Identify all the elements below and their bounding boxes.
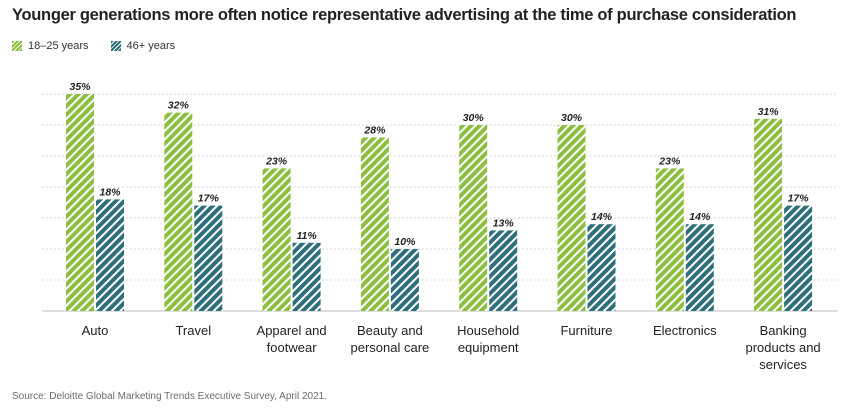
bar — [489, 230, 518, 311]
bar — [164, 112, 193, 311]
data-label: 30% — [463, 112, 485, 124]
bar — [587, 224, 616, 311]
category-label-line: footwear — [267, 340, 318, 355]
bar — [557, 125, 586, 311]
data-label: 23% — [658, 155, 681, 167]
category-label-line: Auto — [82, 323, 109, 338]
bar — [685, 224, 714, 311]
bar — [194, 205, 223, 311]
category-label-line: Electronics — [653, 323, 717, 338]
bar — [459, 125, 488, 311]
data-label: 23% — [265, 155, 288, 167]
bar — [360, 137, 389, 311]
category-label-line: Travel — [175, 323, 211, 338]
category-label-line: Apparel and — [257, 323, 327, 338]
category-label-line: products and — [746, 340, 821, 355]
legend-label-46-plus: 46+ years — [126, 40, 176, 52]
bar — [655, 168, 684, 311]
category-label-line: equipment — [458, 340, 519, 355]
source-note: Source: Deloitte Global Marketing Trends… — [12, 391, 327, 402]
category-label-line: Household — [457, 323, 519, 338]
gridlines — [42, 93, 838, 312]
category-label: Electronics — [653, 323, 717, 338]
legend-item-18-25: 18–25 years — [12, 40, 89, 52]
data-label: 17% — [788, 193, 810, 205]
data-label: 18% — [99, 186, 121, 198]
bar — [66, 94, 94, 311]
data-label: 32% — [168, 100, 190, 112]
bar-chart: 35% 18% 32% 17% 23% 11% 28% 10% 30% 13% 30% 14% 23% 1… — [42, 81, 838, 372]
category-labels: Auto Travel Apparel and footwear Beauty and p… — [82, 323, 821, 372]
data-label: 17% — [198, 193, 220, 205]
category-label-line: services — [759, 357, 807, 372]
bar — [96, 199, 124, 311]
category-label-line: Beauty and — [357, 323, 423, 338]
data-label: 10% — [394, 236, 416, 248]
legend-item-46-plus: 46+ years — [110, 40, 176, 52]
data-label: 14% — [591, 211, 613, 223]
category-label: Banking products and services — [746, 323, 821, 372]
data-labels: 35% 18% 32% 17% 23% 11% 28% 10% 30% 13% 30% 14% 23% 1… — [69, 81, 809, 248]
category-label-line: Banking — [760, 323, 807, 338]
chart-title: Younger generations more often notice re… — [12, 6, 797, 24]
bar — [262, 168, 291, 311]
data-label: 11% — [296, 230, 317, 242]
bar — [292, 242, 321, 311]
category-label-line: personal care — [351, 340, 430, 355]
category-label: Auto — [82, 323, 109, 338]
bar — [390, 249, 419, 311]
bar — [754, 118, 783, 311]
legend-swatch-46-plus — [110, 41, 121, 51]
category-label: Apparel and footwear — [257, 323, 327, 355]
data-label: 31% — [758, 106, 780, 118]
data-label: 13% — [493, 217, 515, 229]
legend-swatch-18-25 — [12, 41, 22, 51]
legend-label-18-25: 18–25 years — [28, 40, 89, 52]
data-label: 14% — [689, 211, 711, 223]
category-label: Household equipment — [457, 323, 519, 355]
category-label: Beauty and personal care — [351, 323, 430, 355]
legend: 18–25 years 46+ years — [12, 40, 197, 52]
data-label: 28% — [363, 124, 386, 136]
data-label: 30% — [561, 112, 583, 124]
bar — [784, 205, 813, 311]
bars — [66, 94, 813, 311]
data-label: 35% — [69, 81, 91, 93]
category-label-line: Furniture — [560, 323, 612, 338]
category-label: Furniture — [560, 323, 612, 338]
category-label: Travel — [175, 323, 211, 338]
